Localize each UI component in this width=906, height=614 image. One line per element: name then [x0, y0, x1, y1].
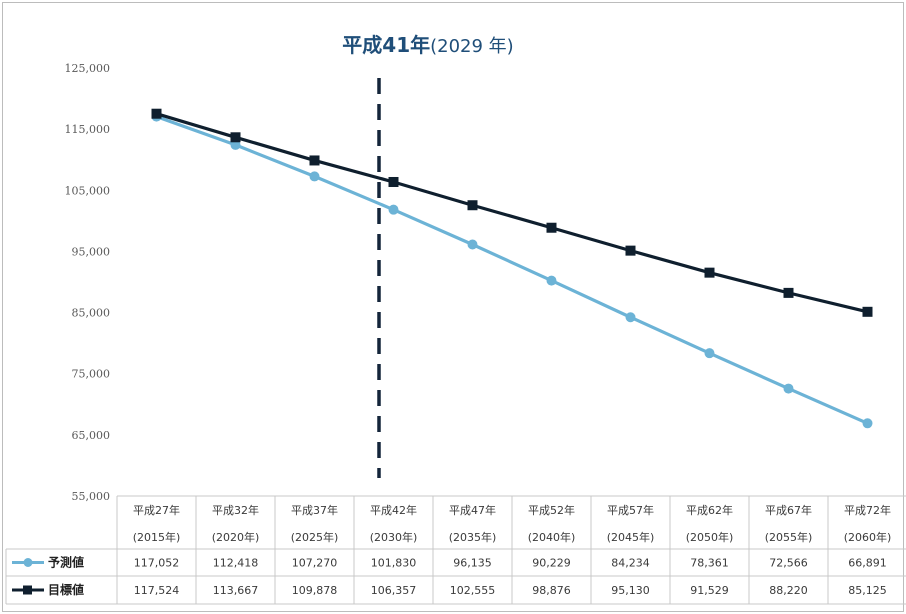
category-year-label: (2040年) [528, 530, 576, 544]
data-point [704, 348, 715, 359]
data-value-label: 95,130 [611, 584, 650, 597]
data-point [388, 204, 399, 215]
data-point [388, 176, 399, 187]
data-point [467, 200, 478, 211]
category-era-label: 平成37年 [291, 503, 338, 517]
data-point [546, 222, 557, 233]
data-value-label: 109,878 [292, 584, 338, 597]
data-point [151, 108, 162, 119]
category-era-label: 平成27年 [133, 503, 180, 517]
category-era-label: 平成42年 [370, 503, 417, 517]
legend-key-marker [23, 585, 32, 595]
data-value-label: 117,052 [134, 557, 180, 570]
category-era-label: 平成57年 [607, 503, 654, 517]
data-point [230, 132, 241, 143]
data-point [309, 155, 320, 166]
annotation-label: 平成41年(2029 年) [342, 33, 513, 57]
data-point [783, 383, 794, 394]
data-point [230, 139, 241, 150]
category-year-label: (2025年) [291, 530, 339, 544]
y-tick-label: 105,000 [65, 184, 111, 197]
category-year-label: (2050年) [686, 530, 734, 544]
category-era-label: 平成62年 [686, 503, 733, 517]
data-value-label: 91,529 [690, 584, 729, 597]
data-point [467, 239, 478, 250]
series-lines [151, 108, 873, 429]
y-tick-label: 95,000 [72, 245, 111, 258]
legend-label: 目標値 [48, 582, 84, 597]
y-tick-label: 125,000 [65, 62, 111, 75]
data-point [704, 267, 715, 278]
data-value-label: 78,361 [690, 557, 729, 570]
category-year-label: (2030年) [370, 530, 418, 544]
data-value-label: 101,830 [371, 557, 417, 570]
y-tick-label: 115,000 [65, 123, 111, 136]
data-point [862, 306, 873, 317]
data-table: 平成27年 (2015年) 平成32年 (2020年) 平成37年 (2025年) 平成42… [5, 495, 906, 605]
data-value-label: 117,524 [134, 584, 180, 597]
legend-key-marker [23, 558, 33, 567]
data-value-label: 106,357 [371, 584, 417, 597]
category-year-label: (2015年) [133, 530, 181, 544]
category-era-label: 平成72年 [844, 503, 891, 517]
y-tick-label: 75,000 [72, 368, 111, 381]
data-value-label: 66,891 [848, 557, 887, 570]
data-value-label: 88,220 [769, 584, 808, 597]
data-value-label: 112,418 [213, 557, 259, 570]
annotation-main: 平成41年 [342, 33, 430, 57]
data-value-label: 107,270 [292, 557, 338, 570]
data-value-label: 85,125 [848, 584, 887, 597]
data-value-label: 102,555 [450, 584, 496, 597]
category-era-label: 平成47年 [449, 503, 496, 517]
data-point [625, 312, 636, 323]
data-value-label: 72,566 [769, 557, 808, 570]
series-line-2 [156, 112, 868, 314]
data-value-label: 96,135 [453, 557, 492, 570]
data-value-label: 113,667 [213, 584, 259, 597]
category-era-label: 平成67年 [765, 503, 812, 517]
annotation-sub: (2029 年) [430, 36, 514, 57]
data-point [546, 275, 557, 286]
data-point [783, 287, 794, 298]
data-value-label: 90,229 [532, 557, 571, 570]
category-year-label: (2055年) [765, 530, 813, 544]
data-point [862, 418, 873, 429]
annotation-group: 平成41年(2029 年) [342, 33, 514, 478]
category-era-label: 平成52年 [528, 503, 575, 517]
data-point [309, 171, 320, 182]
data-value-label: 84,234 [611, 557, 650, 570]
data-point [625, 245, 636, 256]
series-line-1 [155, 115, 869, 425]
category-year-label: (2045年) [607, 530, 655, 544]
category-year-label: (2020年) [212, 530, 260, 544]
legend-label: 予測値 [48, 555, 84, 570]
category-year-label: (2060年) [844, 530, 892, 544]
y-tick-label: 85,000 [72, 307, 111, 320]
category-era-label: 平成32年 [212, 503, 259, 517]
y-axis-ticks: 55,000 65,000 75,000 85,000 95,000 105,000 115… [65, 62, 111, 503]
y-tick-label: 55,000 [72, 490, 111, 503]
category-year-label: (2035年) [449, 530, 497, 544]
y-tick-label: 65,000 [72, 429, 111, 442]
data-value-label: 98,876 [532, 584, 571, 597]
